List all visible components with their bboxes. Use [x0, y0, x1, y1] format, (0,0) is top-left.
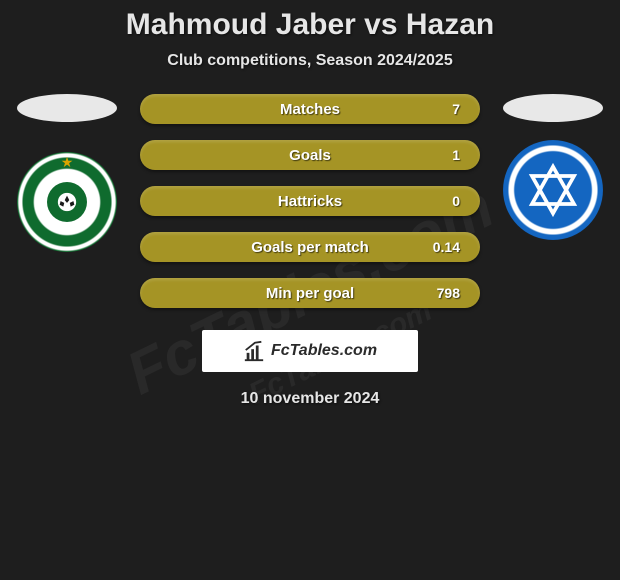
right-club-badge-star [525, 162, 581, 218]
stat-label: Matches [280, 101, 340, 118]
stat-value: 0.14 [433, 239, 460, 255]
left-club-badge [17, 152, 117, 252]
chart-icon [243, 340, 265, 362]
stat-row-goals: Goals 1 [140, 140, 480, 170]
page-subtitle: Club competitions, Season 2024/2025 [0, 52, 620, 70]
stat-row-matches: Matches 7 [140, 94, 480, 124]
football-icon [56, 191, 78, 213]
left-club-badge-inner [47, 182, 87, 222]
right-player-column [498, 94, 608, 240]
brand-box[interactable]: FcTables.com [202, 330, 418, 372]
stat-row-hattricks: Hattricks 0 [140, 186, 480, 216]
right-player-placeholder [503, 94, 603, 122]
main-layout: Matches 7 Goals 1 Hattricks 0 Goals per … [0, 94, 620, 308]
brand-label: FcTables.com [271, 342, 377, 360]
stat-value: 798 [437, 285, 460, 301]
stat-label: Hattricks [278, 193, 342, 210]
stat-value: 1 [452, 147, 460, 163]
infographic-container: Mahmoud Jaber vs Hazan Club competitions… [0, 0, 620, 408]
left-player-column [12, 94, 122, 252]
stat-value: 7 [452, 101, 460, 117]
star-of-david-icon [525, 162, 581, 218]
stat-label: Min per goal [266, 285, 354, 302]
stats-list: Matches 7 Goals 1 Hattricks 0 Goals per … [140, 94, 480, 308]
date-label: 10 november 2024 [0, 390, 620, 408]
stat-label: Goals [289, 147, 331, 164]
stat-label: Goals per match [251, 239, 369, 256]
page-title: Mahmoud Jaber vs Hazan [0, 8, 620, 42]
stat-row-goals-per-match: Goals per match 0.14 [140, 232, 480, 262]
stat-value: 0 [452, 193, 460, 209]
left-player-placeholder [17, 94, 117, 122]
right-club-badge [503, 140, 603, 240]
stat-row-min-per-goal: Min per goal 798 [140, 278, 480, 308]
